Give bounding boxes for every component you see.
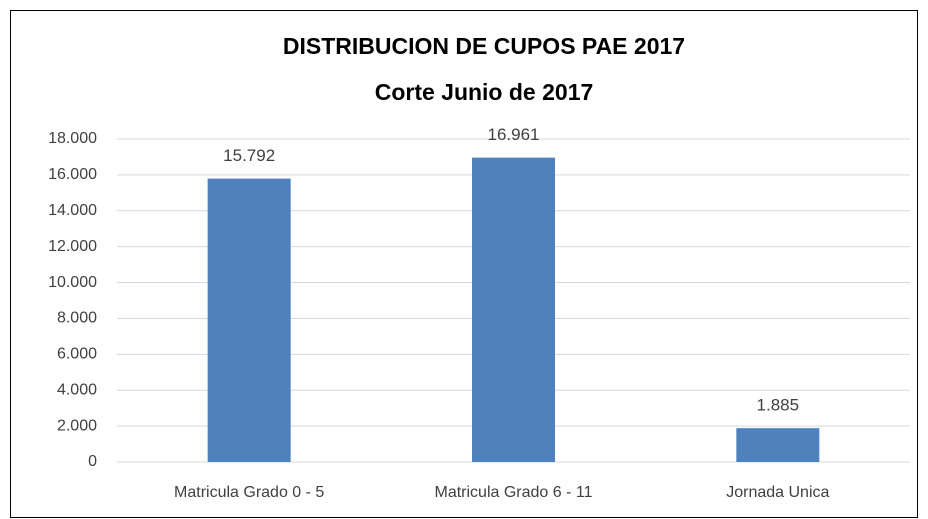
y-tick-label: 12.000 xyxy=(48,238,97,255)
data-label: 15.792 xyxy=(223,146,275,165)
y-tick-label: 2.000 xyxy=(57,417,97,434)
x-tick-label: Matricula Grado 6 - 11 xyxy=(435,484,593,501)
y-tick-label: 16.000 xyxy=(48,166,97,183)
bar xyxy=(471,157,556,462)
y-tick-label: 0 xyxy=(88,453,97,470)
y-tick-label: 4.000 xyxy=(57,381,97,398)
data-label: 16.961 xyxy=(488,125,540,144)
chart-title: DISTRIBUCION DE CUPOS PAE 2017 xyxy=(283,33,685,59)
x-tick-label: Jornada Unica xyxy=(726,484,829,501)
y-tick-label: 6.000 xyxy=(57,346,97,363)
bar xyxy=(736,428,820,462)
bar xyxy=(207,178,291,462)
y-tick-label: 10.000 xyxy=(48,274,97,291)
y-tick-label: 18.000 xyxy=(48,130,97,147)
y-tick-label: 14.000 xyxy=(48,202,97,219)
x-tick-label: Matricula Grado 0 - 5 xyxy=(174,484,324,501)
chart-subtitle: Corte Junio de 2017 xyxy=(375,79,594,105)
data-label: 1.885 xyxy=(757,396,800,415)
y-tick-label: 8.000 xyxy=(57,310,97,327)
